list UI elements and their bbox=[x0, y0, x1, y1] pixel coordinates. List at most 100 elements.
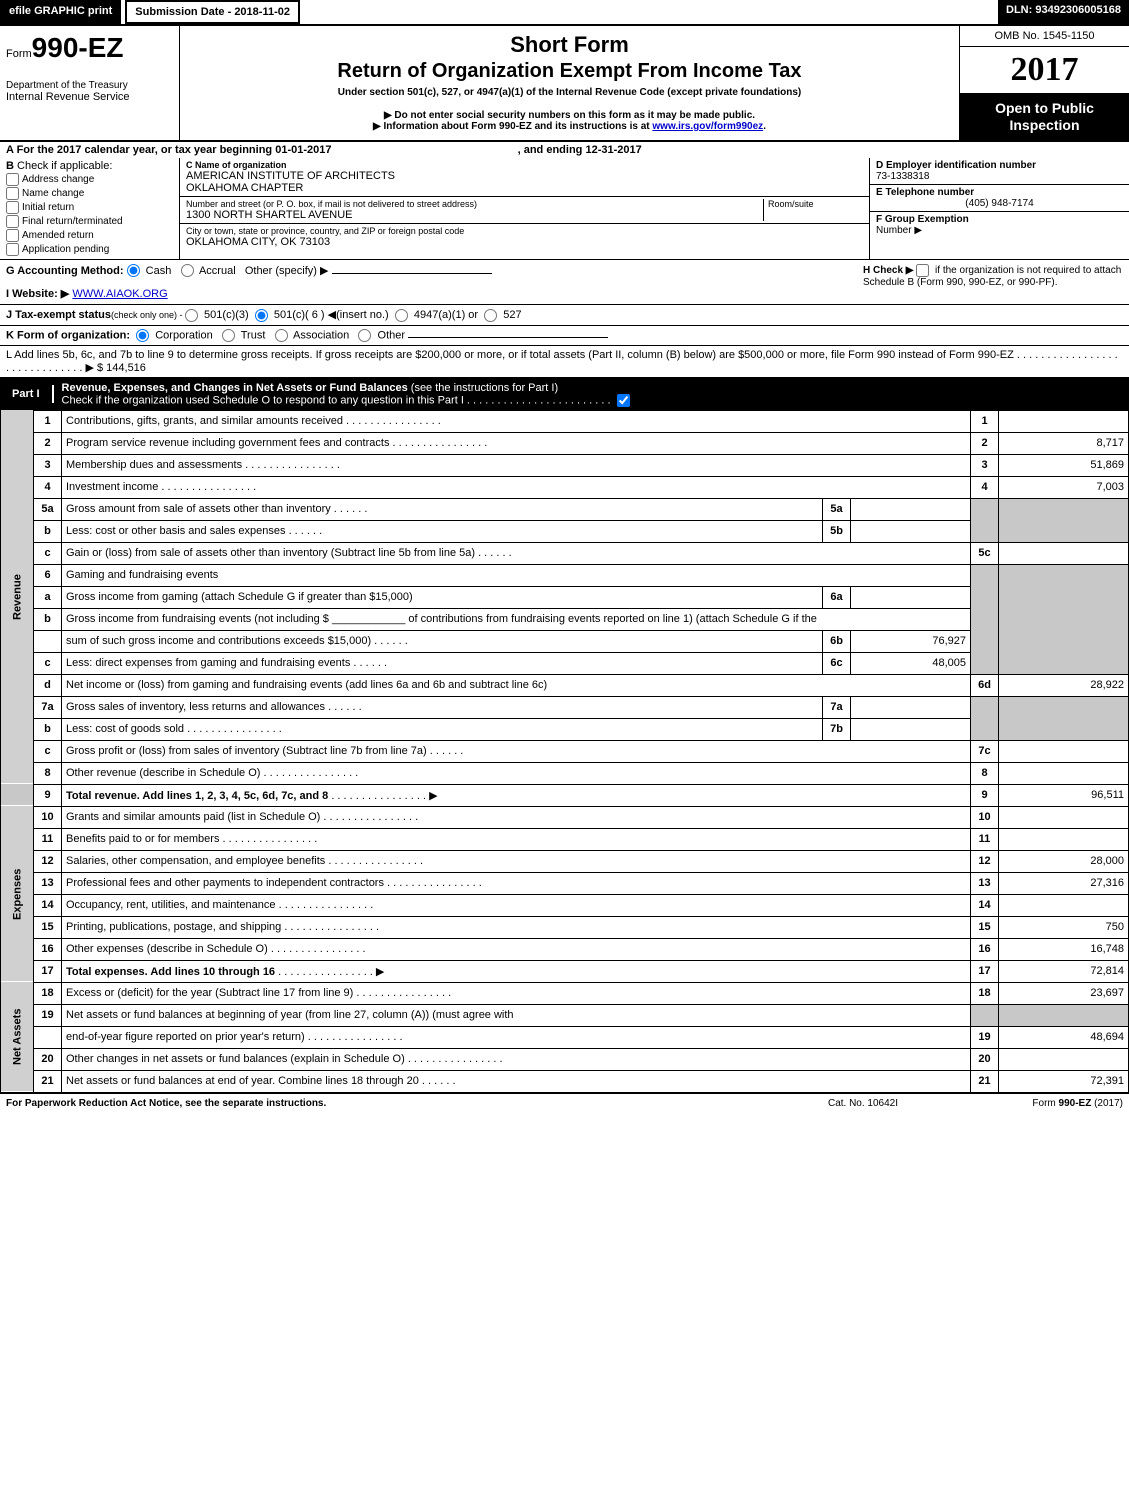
radio-assoc[interactable] bbox=[275, 329, 288, 342]
row-desc: Program service revenue including govern… bbox=[66, 437, 487, 449]
table-row: 2 Program service revenue including gove… bbox=[1, 432, 1129, 454]
radio-other[interactable] bbox=[358, 329, 371, 342]
table-row: 6 Gaming and fundraising events bbox=[1, 564, 1129, 586]
row-desc: Other changes in net assets or fund bala… bbox=[66, 1053, 405, 1065]
radio-trust[interactable] bbox=[222, 329, 235, 342]
table-row: b Less: cost or other basis and sales ex… bbox=[1, 520, 1129, 542]
cal-mid: , and ending bbox=[518, 144, 586, 156]
table-row: 8 Other revenue (describe in Schedule O)… bbox=[1, 762, 1129, 784]
radio-501c[interactable] bbox=[255, 309, 268, 322]
j-label: J Tax-exempt status bbox=[6, 309, 111, 321]
row-rn: 19 bbox=[971, 1026, 999, 1048]
row-rn: 6d bbox=[971, 674, 999, 696]
row-num: 10 bbox=[34, 806, 62, 828]
calendar-year-line: A For the 2017 calendar year, or tax yea… bbox=[0, 142, 1129, 158]
room-label: Room/suite bbox=[768, 199, 863, 209]
row-desc: Membership dues and assessments bbox=[66, 459, 340, 471]
row-num: 3 bbox=[34, 454, 62, 476]
row-num: b bbox=[34, 718, 62, 740]
side-label-revenue: Revenue bbox=[1, 410, 34, 784]
check-if: Check if applicable: bbox=[17, 160, 112, 172]
efile-print-button[interactable]: efile GRAPHIC print bbox=[0, 0, 121, 24]
table-row: 14 Occupancy, rent, utilities, and maint… bbox=[1, 894, 1129, 916]
row-desc: Gross income from gaming (attach Schedul… bbox=[62, 586, 823, 608]
short-form-title: Short Form bbox=[184, 32, 955, 58]
open-pub-line2: Inspection bbox=[962, 117, 1127, 134]
c-label: C Name of organization bbox=[186, 160, 287, 170]
row-num: 13 bbox=[34, 872, 62, 894]
irs-link[interactable]: www.irs.gov/form990ez bbox=[652, 121, 763, 132]
radio-corp[interactable] bbox=[136, 329, 149, 342]
footer-left: For Paperwork Reduction Act Notice, see … bbox=[6, 1098, 763, 1109]
chk-schedule-o[interactable] bbox=[617, 394, 630, 407]
f-label2: Number ▶ bbox=[876, 225, 922, 236]
row-amt: 8,717 bbox=[999, 432, 1129, 454]
row-subnum: 5a bbox=[823, 498, 851, 520]
row-amt bbox=[999, 1048, 1129, 1070]
row-desc: Net assets or fund balances at end of ye… bbox=[66, 1075, 419, 1087]
radio-527[interactable] bbox=[484, 309, 497, 322]
k-label: K Form of organization: bbox=[6, 329, 130, 341]
row-desc: Gaming and fundraising events bbox=[62, 564, 971, 586]
k-assoc: Association bbox=[293, 329, 349, 341]
table-row: Net Assets 18 Excess or (deficit) for th… bbox=[1, 982, 1129, 1004]
chk-final-return[interactable]: Final return/terminated bbox=[6, 215, 173, 228]
chk-application-pending[interactable]: Application pending bbox=[6, 243, 173, 256]
radio-4947[interactable] bbox=[395, 309, 408, 322]
row-desc: Less: direct expenses from gaming and fu… bbox=[66, 657, 350, 669]
chk-schedule-b[interactable] bbox=[916, 264, 929, 277]
row-amt: 28,922 bbox=[999, 674, 1129, 696]
table-row: 5a Gross amount from sale of assets othe… bbox=[1, 498, 1129, 520]
row-rn: 2 bbox=[971, 432, 999, 454]
row-num: 15 bbox=[34, 916, 62, 938]
row-rn: 5c bbox=[971, 542, 999, 564]
row-subval bbox=[851, 718, 971, 740]
radio-accrual[interactable] bbox=[181, 264, 194, 277]
org-city: OKLAHOMA CITY, OK 73103 bbox=[186, 236, 863, 248]
l-amount: $ 144,516 bbox=[97, 362, 146, 374]
k-other: Other bbox=[378, 329, 406, 341]
ssn-warning: ▶ Do not enter social security numbers o… bbox=[184, 110, 955, 121]
open-pub-line1: Open to Public bbox=[962, 100, 1127, 117]
table-row: 13 Professional fees and other payments … bbox=[1, 872, 1129, 894]
chk-amended-return[interactable]: Amended return bbox=[6, 229, 173, 242]
form-number: 990-EZ bbox=[32, 32, 124, 63]
row-num: 1 bbox=[34, 410, 62, 432]
f-label: F Group Exemption bbox=[876, 214, 969, 225]
chk-initial-return[interactable]: Initial return bbox=[6, 201, 173, 214]
top-bar: efile GRAPHIC print Submission Date - 20… bbox=[0, 0, 1129, 26]
section-a: A For the 2017 calendar year, or tax yea… bbox=[0, 142, 1129, 260]
info-line: ▶ Information about Form 990-EZ and its … bbox=[184, 121, 955, 132]
row-rn: 14 bbox=[971, 894, 999, 916]
under-section-text: Under section 501(c), 527, or 4947(a)(1)… bbox=[184, 87, 955, 98]
radio-501c3[interactable] bbox=[185, 309, 198, 322]
cal-begin: 01-01-2017 bbox=[275, 144, 331, 156]
table-row: 4 Investment income 4 7,003 bbox=[1, 476, 1129, 498]
j-o4: 527 bbox=[503, 309, 521, 321]
row-rn: 9 bbox=[971, 784, 999, 806]
row-rn: 11 bbox=[971, 828, 999, 850]
row-rn: 20 bbox=[971, 1048, 999, 1070]
row-desc: Less: cost or other basis and sales expe… bbox=[66, 525, 322, 537]
row-subnum: 6a bbox=[823, 586, 851, 608]
row-amt bbox=[999, 828, 1129, 850]
city-label: City or town, state or province, country… bbox=[186, 226, 863, 236]
row-num: 11 bbox=[34, 828, 62, 850]
row-subnum: 6c bbox=[823, 652, 851, 674]
chk-address-change[interactable]: Address change bbox=[6, 173, 173, 186]
l-text: L Add lines 5b, 6c, and 7b to line 9 to … bbox=[6, 349, 1118, 374]
row-desc: Benefits paid to or for members bbox=[66, 833, 219, 845]
submission-date: Submission Date - 2018-11-02 bbox=[125, 0, 300, 24]
radio-cash[interactable] bbox=[127, 264, 140, 277]
row-rn: 8 bbox=[971, 762, 999, 784]
row-desc: Excess or (deficit) for the year (Subtra… bbox=[66, 987, 353, 999]
j-sub: (check only one) - bbox=[111, 310, 185, 320]
chk-name-change[interactable]: Name change bbox=[6, 187, 173, 200]
row-desc: Gross income from fundraising events (no… bbox=[62, 608, 971, 630]
header-right: OMB No. 1545-1150 2017 Open to Public In… bbox=[959, 26, 1129, 140]
row-num: b bbox=[34, 520, 62, 542]
row-subval: 48,005 bbox=[851, 652, 971, 674]
website-link[interactable]: WWW.AIAOK.ORG bbox=[72, 288, 167, 300]
row-desc: Total revenue. Add lines 1, 2, 3, 4, 5c,… bbox=[66, 790, 328, 802]
dept-treasury: Department of the Treasury bbox=[6, 64, 173, 91]
